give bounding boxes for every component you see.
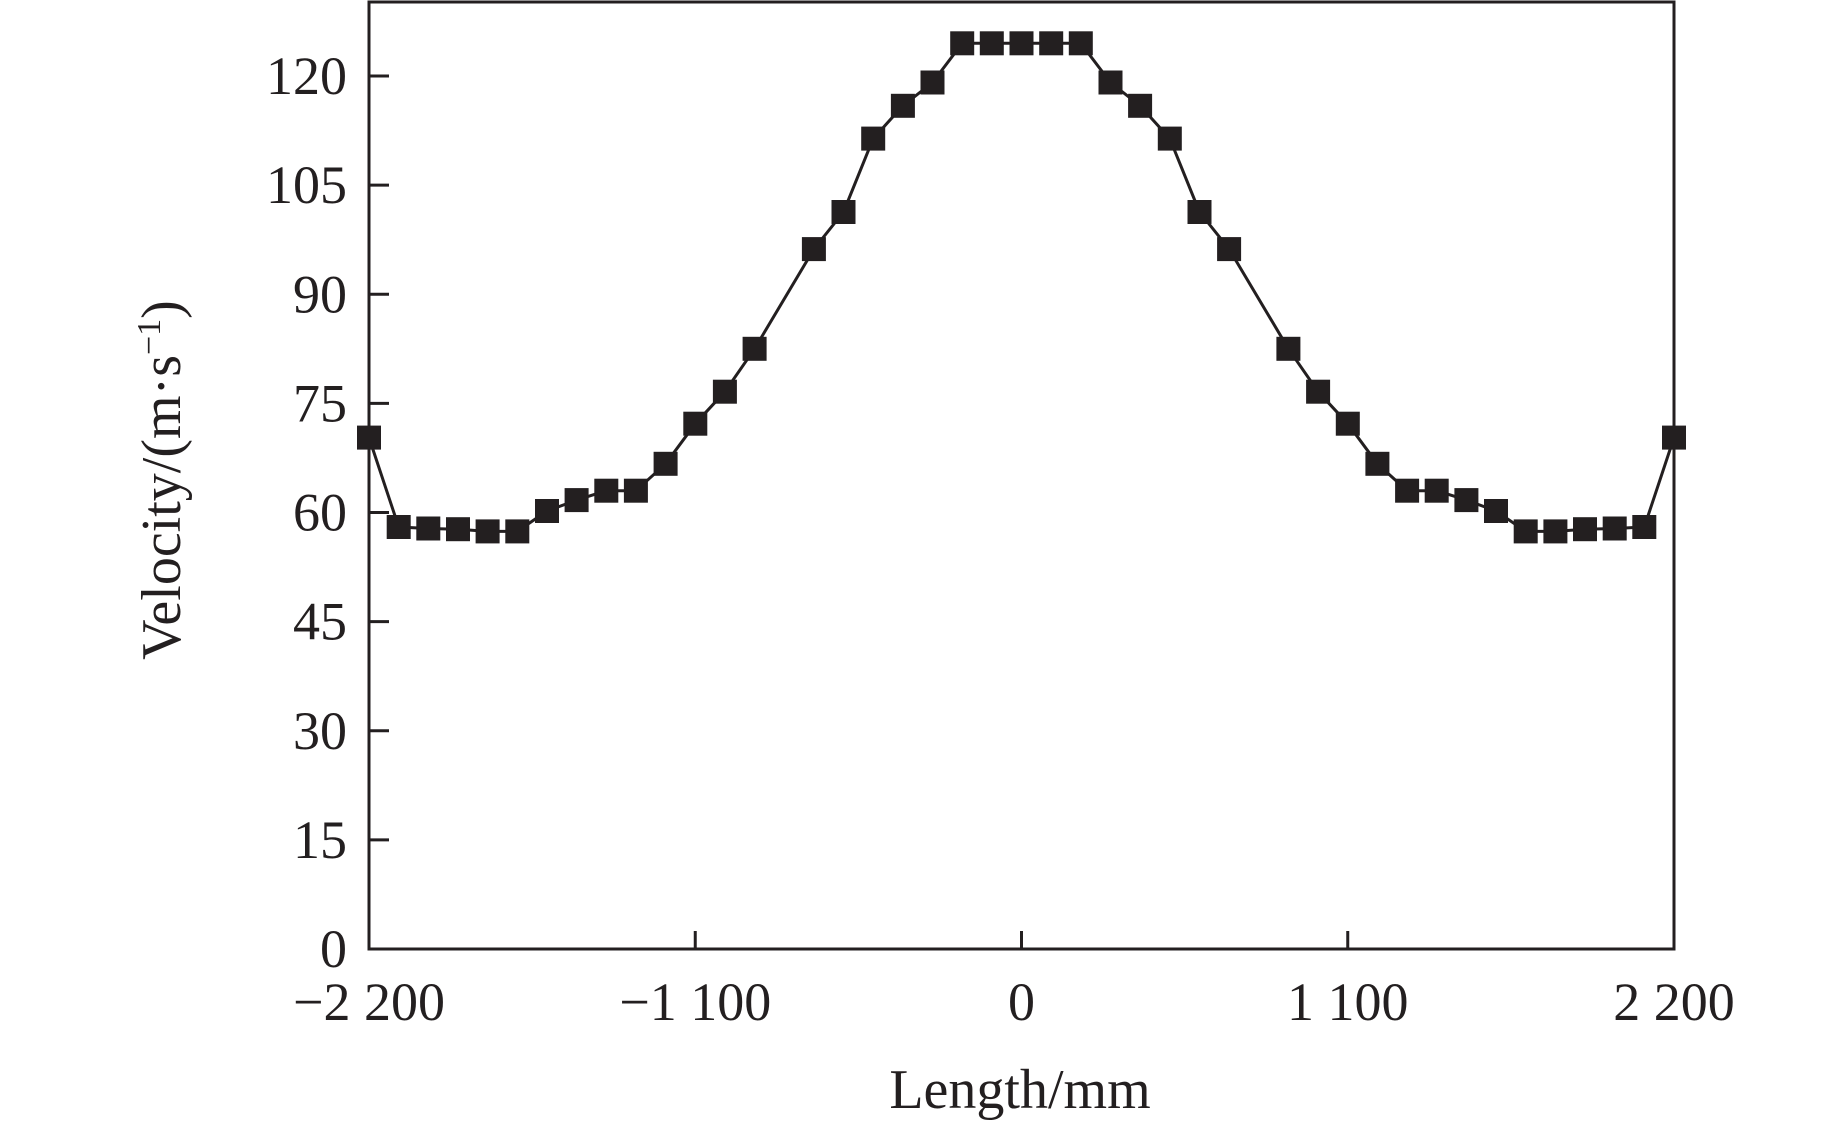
data-point bbox=[505, 519, 530, 544]
data-series bbox=[357, 31, 1686, 544]
data-point bbox=[653, 451, 678, 476]
data-point bbox=[712, 379, 737, 404]
data-point bbox=[1217, 237, 1242, 262]
data-point bbox=[386, 515, 411, 539]
y-tick-label: 60 bbox=[293, 483, 347, 543]
data-point bbox=[1424, 478, 1449, 503]
data-point bbox=[416, 516, 441, 541]
axis-ticks: 0 15 30 45 60 75 90 105 120 −2 200 −1 100 0 1 100 2 2… bbox=[266, 46, 1735, 1032]
data-point bbox=[683, 411, 708, 436]
y-axis-title: Velocity/(m·s−1) bbox=[131, 300, 193, 660]
data-point bbox=[890, 93, 915, 118]
data-point bbox=[1632, 515, 1657, 539]
data-point bbox=[1276, 336, 1301, 361]
data-point bbox=[1662, 425, 1686, 450]
y-tick-label: 90 bbox=[293, 264, 347, 324]
y-tick-label: 75 bbox=[293, 373, 347, 433]
data-point bbox=[950, 31, 975, 56]
data-point bbox=[1157, 126, 1182, 151]
x-tick-label: −2 200 bbox=[293, 972, 445, 1032]
data-point bbox=[831, 200, 856, 224]
data-point bbox=[1306, 379, 1331, 404]
data-point bbox=[1039, 31, 1064, 56]
y-axis-title-main: Velocity/(m·s bbox=[131, 355, 193, 660]
data-point bbox=[1187, 200, 1212, 224]
x-tick-label: 1 100 bbox=[1287, 972, 1409, 1032]
data-point bbox=[535, 499, 559, 523]
plot-area bbox=[367, 0, 1676, 951]
y-tick-label: 45 bbox=[293, 592, 347, 652]
data-point bbox=[1395, 478, 1420, 503]
x-tick-label: 0 bbox=[1008, 972, 1035, 1032]
data-point bbox=[1573, 517, 1597, 542]
data-point bbox=[623, 478, 648, 503]
y-tick-label: 105 bbox=[266, 155, 347, 215]
y-axis-title-superscript: −1 bbox=[131, 319, 168, 355]
y-tick-label: 120 bbox=[266, 46, 347, 106]
data-point bbox=[1602, 516, 1627, 541]
data-point bbox=[1484, 499, 1508, 523]
data-point bbox=[1513, 519, 1538, 544]
data-point bbox=[1454, 488, 1479, 513]
data-point bbox=[1128, 93, 1153, 118]
y-axis-title-close: ) bbox=[131, 300, 193, 319]
data-point bbox=[1098, 70, 1123, 95]
data-point bbox=[594, 478, 619, 503]
data-point bbox=[801, 237, 826, 262]
data-point bbox=[920, 70, 945, 95]
data-point bbox=[742, 336, 767, 361]
data-point bbox=[979, 31, 1004, 56]
data-point bbox=[1009, 31, 1034, 56]
x-axis-title: Length/mm bbox=[889, 1059, 1150, 1121]
data-point bbox=[564, 488, 589, 513]
y-tick-label: 30 bbox=[293, 701, 347, 761]
data-point bbox=[446, 517, 470, 542]
series-line bbox=[367, 41, 1676, 533]
plot-frame bbox=[367, 0, 1676, 951]
data-point bbox=[861, 126, 886, 151]
data-point bbox=[1335, 411, 1360, 436]
y-tick-label: 15 bbox=[293, 810, 347, 870]
data-point bbox=[1365, 451, 1390, 476]
data-point bbox=[475, 519, 500, 544]
data-point bbox=[1068, 31, 1093, 56]
data-point bbox=[1543, 519, 1568, 544]
data-point bbox=[357, 425, 381, 450]
x-tick-label: 2 200 bbox=[1613, 972, 1735, 1032]
y-tick-label: 0 bbox=[320, 919, 347, 979]
x-tick-label: −1 100 bbox=[619, 972, 771, 1032]
